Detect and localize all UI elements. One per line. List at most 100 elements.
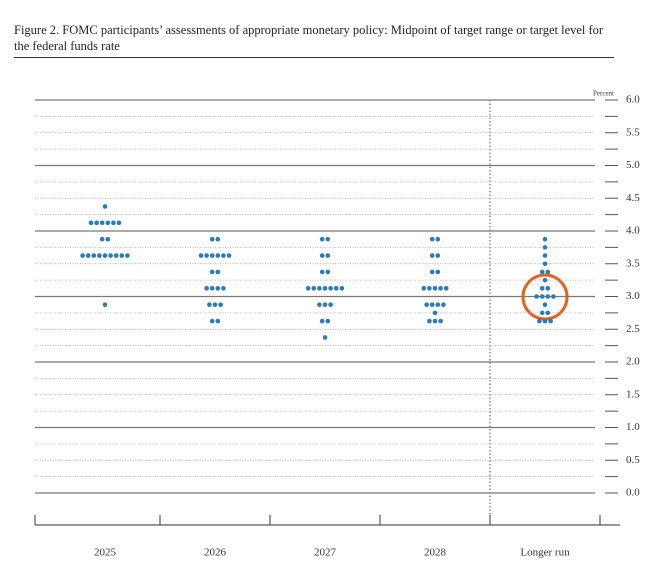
unit-label: Percent — [593, 90, 614, 98]
dot — [438, 318, 443, 324]
dot — [545, 286, 551, 291]
dot — [328, 302, 333, 307]
dot — [204, 253, 209, 258]
dot — [539, 310, 545, 316]
dot — [432, 318, 438, 324]
y-tick-label: 2.5 — [626, 323, 640, 335]
dot — [542, 302, 548, 307]
x-tick-label: 2026 — [204, 547, 227, 559]
dot — [85, 253, 91, 258]
dot — [441, 302, 446, 307]
dot — [429, 302, 435, 307]
dot — [545, 310, 551, 316]
dot — [542, 261, 548, 267]
y-tick-label: 4.0 — [626, 225, 640, 237]
dot — [113, 253, 119, 258]
dot — [325, 236, 331, 242]
dot — [317, 286, 322, 291]
dot — [548, 318, 553, 324]
dot — [209, 286, 215, 291]
dot — [325, 318, 331, 324]
dot — [102, 302, 108, 307]
dot — [311, 286, 317, 291]
y-tick-label: 6.0 — [626, 94, 640, 106]
dot — [429, 236, 435, 242]
dot — [221, 253, 226, 258]
dot — [427, 318, 432, 324]
dot — [116, 220, 122, 226]
dot — [542, 236, 548, 242]
dot — [429, 253, 435, 258]
dot — [424, 302, 429, 307]
dot — [542, 318, 548, 324]
y-tick-label: 2.0 — [626, 356, 640, 368]
dot — [421, 286, 427, 291]
dot — [204, 286, 209, 291]
dot — [125, 253, 130, 258]
dot — [99, 220, 105, 226]
dot — [209, 269, 215, 275]
y-tick-label: 3.0 — [626, 290, 640, 302]
y-tick-label: 4.5 — [626, 192, 640, 204]
dot — [198, 253, 204, 258]
dot — [80, 253, 85, 258]
dot — [215, 318, 221, 324]
dot — [305, 286, 311, 291]
y-tick-label: 5.5 — [626, 126, 640, 138]
dot — [542, 245, 548, 250]
dot — [218, 302, 223, 307]
dot — [209, 236, 215, 242]
dot — [209, 253, 215, 258]
dot — [108, 253, 113, 258]
dot — [443, 286, 449, 291]
dot — [542, 277, 548, 283]
dot — [333, 286, 339, 291]
dot — [427, 286, 432, 291]
dot — [435, 236, 441, 242]
dot — [319, 236, 325, 242]
y-tick-label: 3.5 — [626, 257, 640, 269]
dot — [111, 220, 116, 226]
dot — [317, 302, 322, 307]
dot — [94, 220, 99, 226]
y-tick-label: 5.0 — [626, 159, 640, 171]
dot — [534, 294, 539, 299]
dot — [99, 236, 105, 242]
dot — [435, 302, 441, 307]
dot — [322, 286, 328, 291]
dot — [97, 253, 102, 258]
y-tick-label: 0.0 — [626, 487, 640, 499]
dot — [435, 269, 441, 275]
title-rule — [14, 57, 614, 58]
dot — [226, 253, 232, 258]
dot — [325, 253, 331, 258]
dot — [215, 253, 221, 258]
dot — [215, 236, 221, 242]
y-tick-label: 1.5 — [626, 388, 640, 400]
dot — [551, 294, 556, 299]
dot — [539, 269, 545, 275]
dot — [539, 286, 545, 291]
chart-title: Figure 2. FOMC participants’ assessments… — [14, 23, 604, 53]
dot — [429, 269, 435, 275]
dot — [339, 286, 345, 291]
x-tick-label: 2025 — [94, 547, 117, 559]
dot — [212, 302, 218, 307]
dot — [105, 220, 111, 226]
dot — [209, 318, 215, 324]
x-tick-label: Longer run — [520, 547, 570, 559]
dot — [119, 253, 125, 258]
dot — [102, 204, 108, 209]
dot — [325, 269, 331, 275]
y-tick-label: 1.0 — [626, 421, 640, 433]
dot — [105, 236, 111, 242]
dot — [221, 286, 226, 291]
dot — [319, 318, 325, 324]
dot — [215, 286, 221, 291]
dot — [88, 220, 94, 226]
dot — [91, 253, 97, 258]
dot — [537, 318, 542, 324]
dot — [545, 294, 551, 299]
